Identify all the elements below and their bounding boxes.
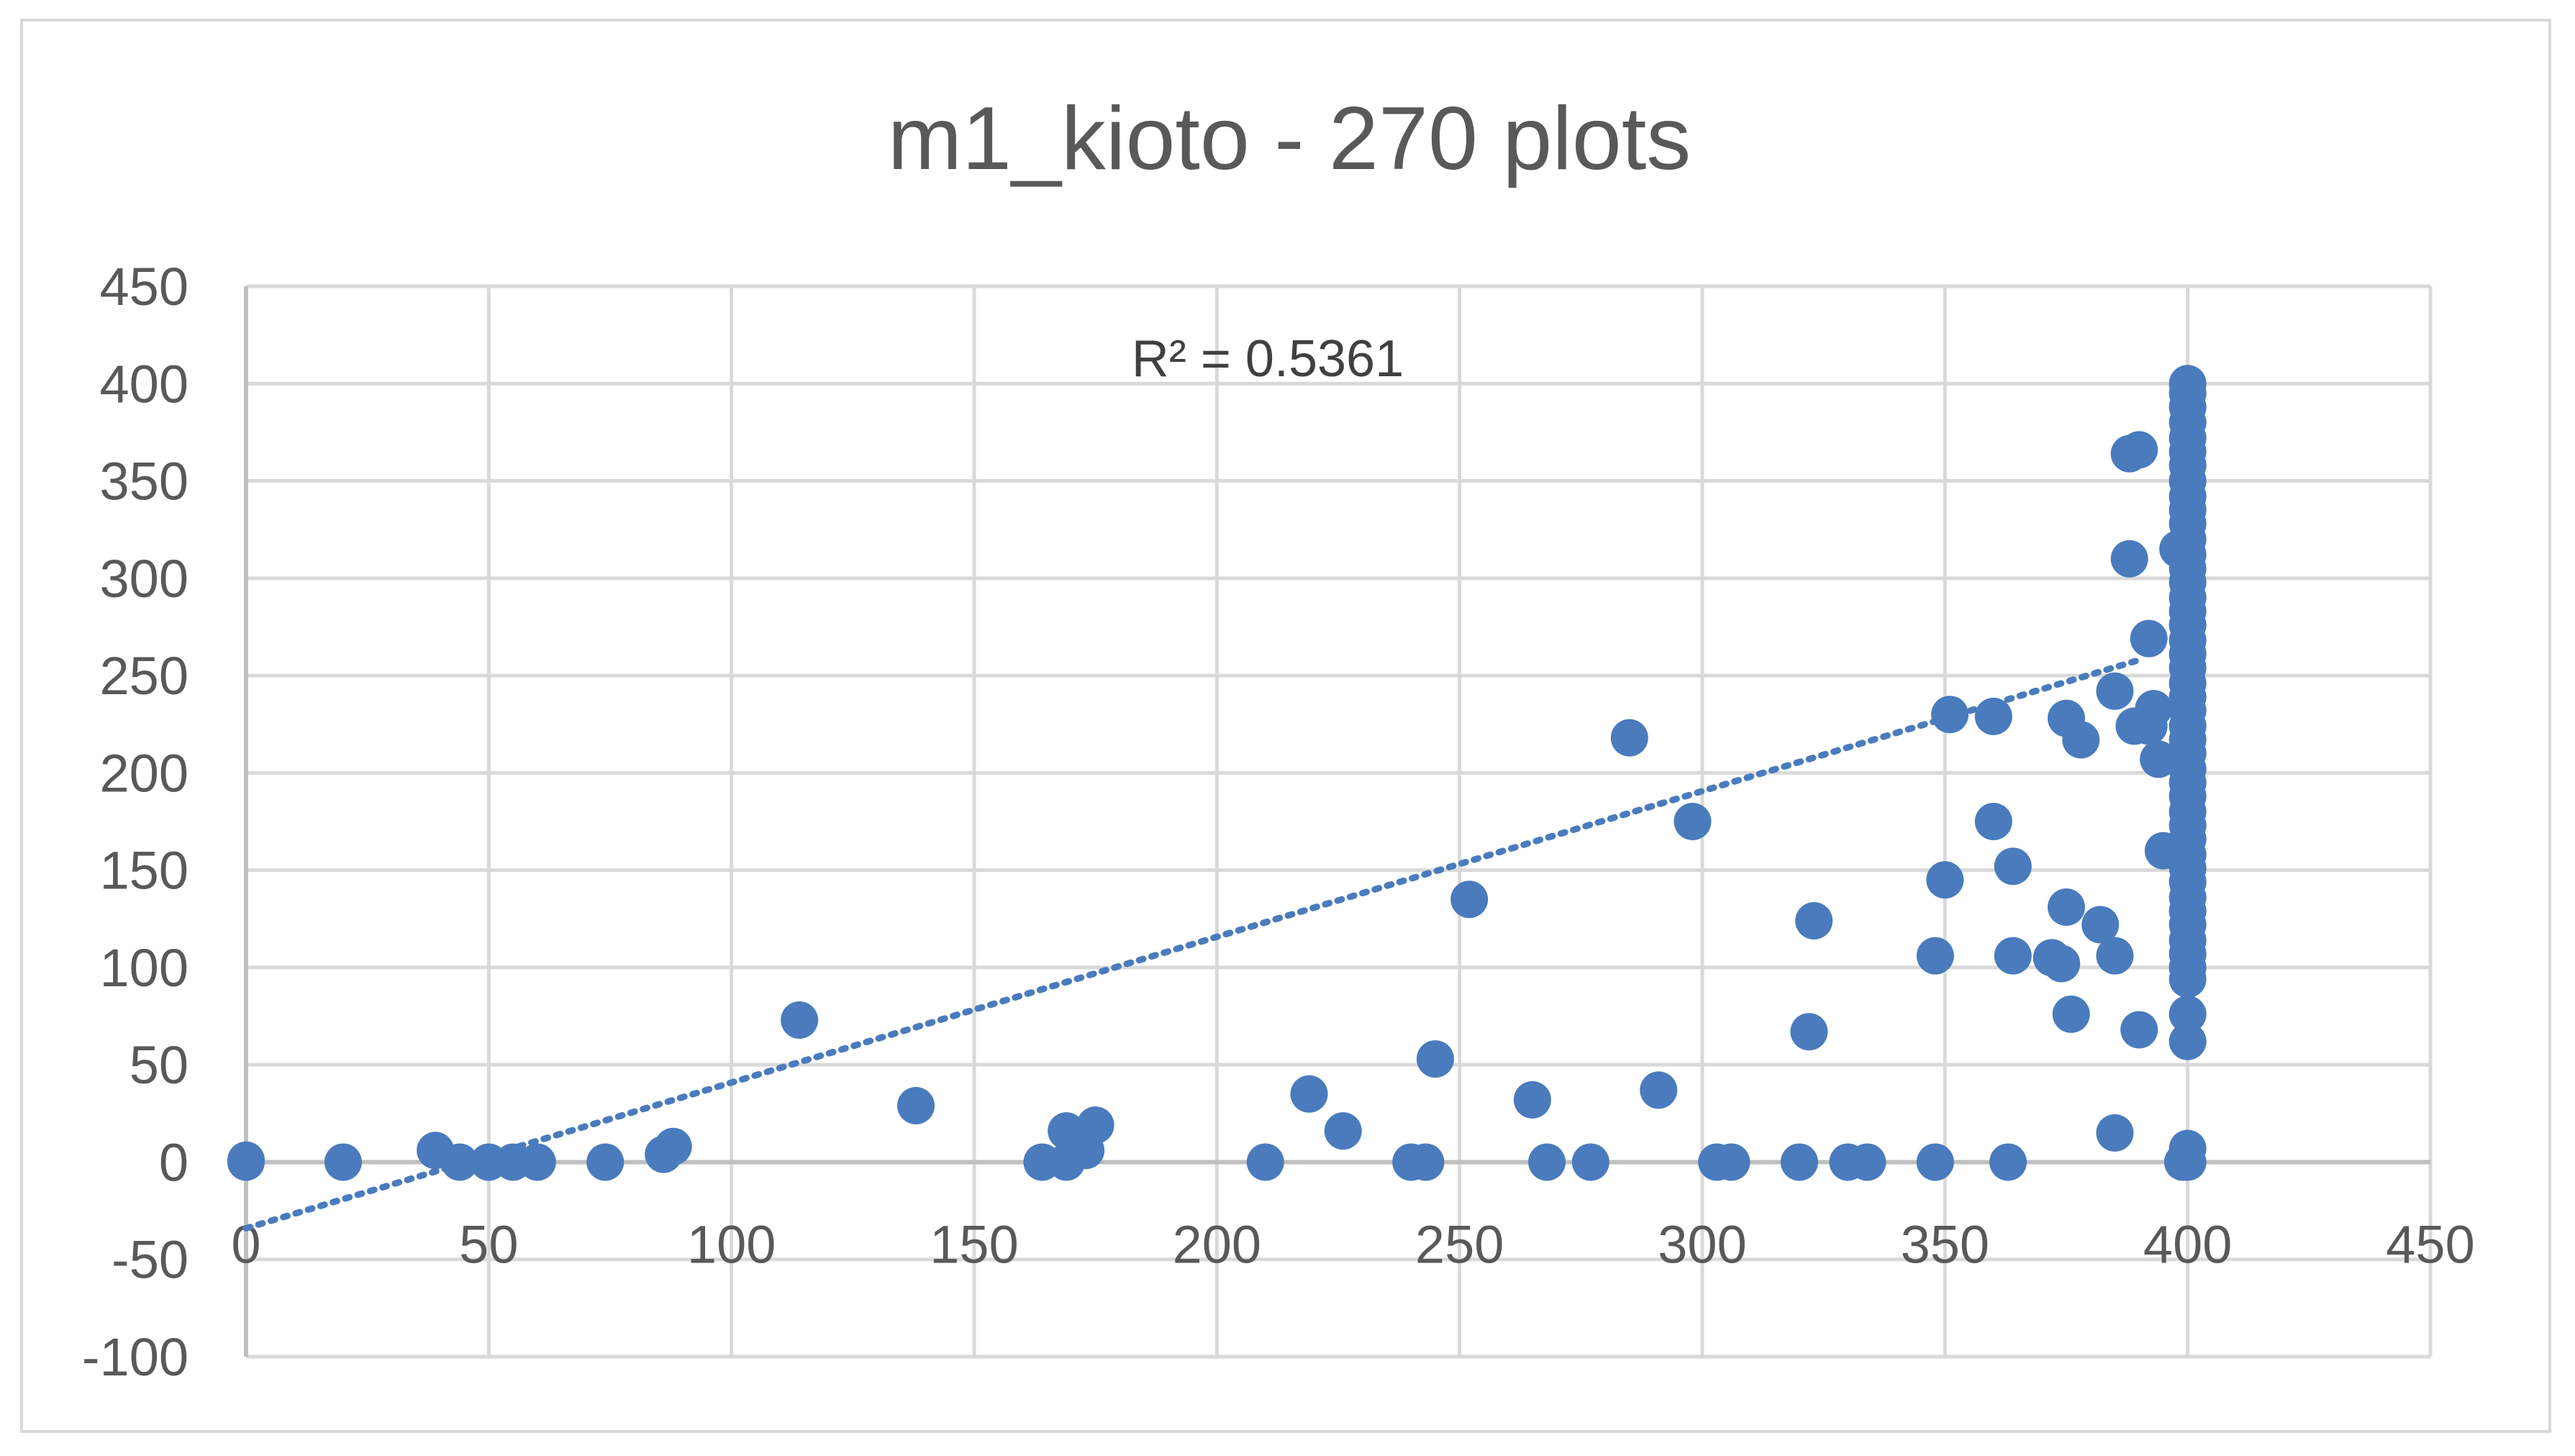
data-point (1712, 1143, 1750, 1181)
axes (244, 286, 2430, 1357)
data-point (2130, 619, 2168, 658)
data-point (1571, 1143, 1609, 1181)
x-tick-label: 50 (459, 1214, 518, 1274)
data-point (2096, 672, 2134, 710)
data-point (1994, 847, 2032, 886)
data-point (654, 1127, 692, 1165)
y-tick-label: 250 (100, 646, 189, 706)
data-point (2048, 888, 2085, 927)
y-tick-label: 0 (159, 1132, 189, 1192)
data-point (1795, 901, 1833, 939)
data-point (1780, 1143, 1818, 1181)
x-tick-label: 450 (2386, 1214, 2474, 1274)
data-point (2168, 960, 2207, 998)
y-tick-label: 100 (100, 938, 189, 998)
data-point (1673, 803, 1712, 840)
data-point (586, 1143, 625, 1181)
data-point (1528, 1143, 1566, 1181)
data-point (1290, 1075, 1328, 1113)
y-tick-label: 200 (100, 743, 189, 803)
data-point (1994, 937, 2032, 975)
data-point (1790, 1013, 1828, 1051)
trendline (242, 656, 2143, 1232)
data-point (1407, 1143, 1445, 1181)
data-point (897, 1086, 935, 1124)
x-tick-label: 150 (930, 1214, 1018, 1274)
data-point (1450, 881, 1489, 919)
data-point (1974, 803, 2012, 840)
data-point (2110, 540, 2148, 578)
data-point (781, 1001, 819, 1039)
y-tick-label: 350 (100, 452, 189, 511)
data-point (2168, 1143, 2207, 1181)
data-points (227, 365, 2207, 1181)
y-tick-label: -50 (112, 1230, 189, 1290)
x-tick-label: 350 (1901, 1214, 1989, 1274)
data-point (2120, 431, 2158, 469)
data-point (1246, 1143, 1284, 1181)
x-tick-label: 100 (687, 1214, 776, 1274)
data-point (1610, 719, 1648, 757)
data-point (1513, 1080, 1551, 1119)
data-point (2043, 945, 2081, 983)
data-point (2062, 721, 2100, 759)
data-point (1926, 861, 1964, 899)
chart-title: m1_kioto - 270 plots (888, 89, 1691, 188)
x-tick-label: 250 (1415, 1214, 1504, 1274)
y-tick-label: 400 (100, 354, 189, 414)
y-tick-label: -100 (82, 1327, 189, 1387)
data-point (2052, 995, 2090, 1033)
data-point (2135, 690, 2173, 728)
data-point (1848, 1143, 1886, 1181)
data-point (2140, 740, 2178, 778)
grid (246, 284, 2433, 1359)
y-tick-label: 150 (100, 841, 189, 901)
data-point (1416, 1040, 1454, 1078)
data-point (2120, 1011, 2158, 1049)
data-point (1324, 1112, 1362, 1150)
x-tick-label: 400 (2143, 1214, 2232, 1274)
data-point (1916, 937, 1954, 975)
data-point (2081, 906, 2120, 944)
x-axis-tick-labels: 0 50 100 150 200 250 300 350 400 450 (231, 1214, 2474, 1274)
x-tick-label: 200 (1173, 1214, 1261, 1274)
data-point (227, 1141, 265, 1179)
y-tick-label: 450 (100, 257, 189, 317)
data-point (324, 1143, 362, 1181)
data-point (1916, 1143, 1954, 1181)
data-point (1640, 1071, 1678, 1109)
data-point (2096, 937, 2134, 975)
data-point (518, 1143, 556, 1181)
x-tick-label: 300 (1658, 1214, 1746, 1274)
data-point (1076, 1106, 1114, 1145)
data-point (2168, 1022, 2207, 1060)
data-point (1989, 1143, 2027, 1181)
y-tick-label: 300 (100, 549, 189, 609)
data-point (2096, 1114, 2134, 1152)
r-squared-label: R² = 0.5361 (1132, 330, 1404, 388)
y-axis-tick-labels: -100 -50 0 50 100 150 200 250 300 350 400 450 (82, 257, 189, 1387)
y-tick-label: 50 (130, 1035, 189, 1095)
data-point (2168, 995, 2207, 1033)
